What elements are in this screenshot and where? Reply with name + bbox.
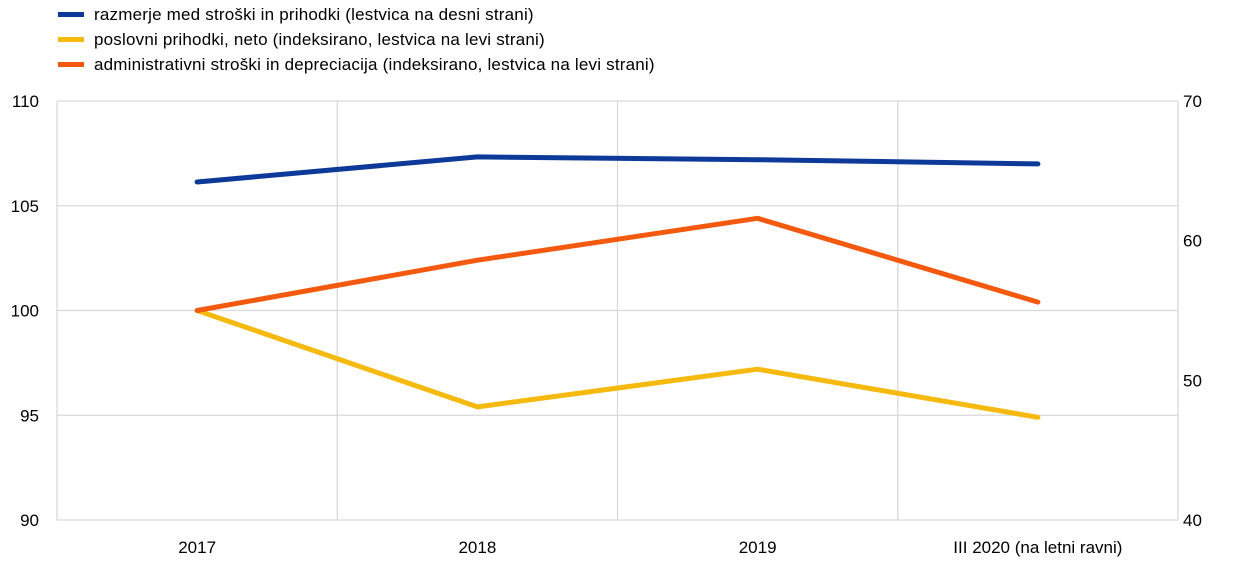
x-tick-label: III 2020 (na letni ravni) (953, 538, 1122, 557)
legend-label: poslovni prihodki, neto (indeksirano, le… (94, 29, 545, 49)
legend-item-admin-costs: administrativni stroški in depreciacija … (58, 52, 655, 77)
y-left-tick-label: 90 (20, 511, 39, 530)
y-right-tick-label: 70 (1183, 92, 1202, 111)
series-line-2 (194, 215, 1041, 313)
y-right-tick-label: 50 (1183, 371, 1202, 390)
x-tick-label: 2019 (739, 538, 777, 557)
y-right-tick-label: 40 (1183, 511, 1202, 530)
legend: razmerje med stroški in prihodki (lestvi… (58, 2, 655, 77)
y-left-tick-label: 110 (12, 92, 39, 111)
legend-label: razmerje med stroški in prihodki (lestvi… (94, 4, 534, 24)
series-line-0 (194, 154, 1041, 185)
legend-swatch (58, 37, 84, 42)
y-left-tick-label: 95 (20, 406, 39, 425)
y-left-tick-label: 105 (11, 197, 39, 216)
series-line-1 (194, 308, 1041, 420)
x-tick-label: 2017 (178, 538, 216, 557)
x-tick-label: 2018 (458, 538, 496, 557)
y-left-tick-label: 100 (11, 302, 39, 321)
legend-swatch (58, 62, 84, 67)
legend-item-cost-income-ratio: razmerje med stroški in prihodki (lestvi… (58, 2, 655, 27)
legend-label: administrativni stroški in depreciacija … (94, 54, 655, 74)
legend-item-operating-income: poslovni prihodki, neto (indeksirano, le… (58, 27, 655, 52)
legend-swatch (58, 12, 84, 17)
y-right-tick-label: 60 (1183, 232, 1202, 251)
